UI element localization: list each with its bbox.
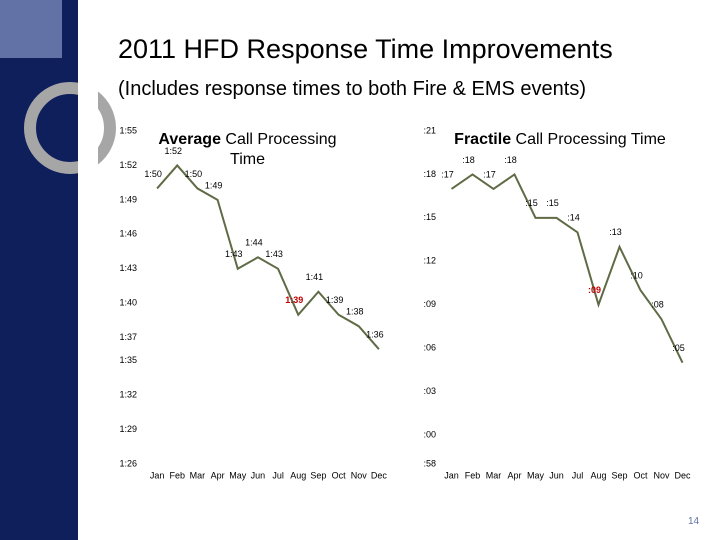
x-tick-label: May [527, 470, 545, 480]
value-label: 1:43 [265, 249, 283, 259]
x-tick-label: Nov [653, 470, 670, 480]
y-tick-label: :09 [423, 299, 436, 309]
y-tick-label: 1:26 [119, 458, 137, 468]
value-label: :09 [588, 285, 601, 295]
x-tick-label: Sep [310, 470, 326, 480]
value-label: 1:50 [185, 169, 203, 179]
x-tick-label: Jun [251, 470, 266, 480]
title-text: Call Processing Time [225, 131, 337, 168]
x-tick-label: Mar [486, 470, 502, 480]
title-emphasis: Average [158, 131, 221, 148]
x-tick-label: Jul [572, 470, 584, 480]
value-label: 1:52 [164, 146, 182, 156]
y-tick-label: 1:37 [119, 332, 137, 342]
y-tick-label: :15 [423, 212, 436, 222]
y-tick-label: :06 [423, 343, 436, 353]
value-label: 1:36 [366, 330, 384, 340]
value-label: 1:39 [326, 295, 344, 305]
y-tick-label: 1:35 [119, 355, 137, 365]
x-tick-label: Sep [611, 470, 627, 480]
x-tick-label: Oct [332, 470, 347, 480]
value-label: :13 [609, 227, 622, 237]
side-gap [78, 0, 98, 540]
x-tick-label: Apr [507, 470, 521, 480]
y-tick-label: :18 [423, 169, 436, 179]
value-label: :18 [462, 155, 475, 165]
chart-title: Average Call Processing Time [150, 130, 345, 170]
x-tick-label: Mar [190, 470, 206, 480]
y-tick-label: 1:32 [119, 389, 137, 399]
x-tick-label: Oct [633, 470, 648, 480]
y-tick-label: :12 [423, 256, 436, 266]
y-tick-label: 1:40 [119, 298, 137, 308]
title-text: Call Processing Time [515, 131, 666, 148]
title-emphasis: Fractile [454, 131, 512, 148]
value-label: 1:38 [346, 307, 364, 317]
x-tick-label: May [229, 470, 247, 480]
value-label: 1:43 [225, 249, 243, 259]
value-label: :17 [483, 169, 496, 179]
x-tick-label: Jun [549, 470, 564, 480]
value-label: :17 [441, 169, 454, 179]
value-label: :10 [630, 271, 643, 281]
slide-subtitle: (Includes response times to both Fire & … [118, 78, 586, 100]
side-bar [0, 0, 78, 540]
value-label: 1:50 [144, 169, 162, 179]
x-tick-label: Jan [150, 470, 165, 480]
value-label: :08 [651, 300, 664, 310]
x-tick-label: Feb [465, 470, 481, 480]
y-tick-label: :00 [423, 429, 436, 439]
y-tick-label: :58 [423, 458, 436, 468]
value-label: :05 [672, 343, 685, 353]
value-label: 1:41 [306, 272, 324, 282]
x-tick-label: Jul [272, 470, 284, 480]
x-tick-label: Aug [590, 470, 606, 480]
value-label: :15 [525, 198, 538, 208]
y-tick-label: 1:46 [119, 229, 137, 239]
value-label: 1:49 [205, 180, 223, 190]
y-tick-label: :21 [423, 125, 436, 135]
x-tick-label: Aug [290, 470, 306, 480]
decor-square [0, 0, 62, 58]
y-tick-label: :03 [423, 386, 436, 396]
page-number: 14 [688, 516, 700, 527]
chart-title: Fractile Call Processing Time [440, 130, 680, 150]
x-tick-label: Apr [211, 470, 225, 480]
value-label: 1:39 [285, 295, 303, 305]
slide-title: 2011 HFD Response Time Improvements [118, 34, 613, 64]
value-label: 1:44 [245, 238, 263, 248]
value-label: :15 [546, 198, 559, 208]
value-label: :14 [567, 213, 580, 223]
decor-ring [24, 82, 116, 174]
x-tick-label: Feb [169, 470, 185, 480]
y-tick-label: 1:43 [119, 263, 137, 273]
y-tick-label: 1:49 [119, 194, 137, 204]
x-tick-label: Dec [674, 470, 691, 480]
y-tick-label: 1:55 [119, 125, 137, 135]
value-label: :18 [504, 155, 517, 165]
series-line [450, 172, 684, 364]
series-line [156, 163, 380, 350]
y-tick-label: 1:29 [119, 424, 137, 434]
x-tick-label: Jan [444, 470, 459, 480]
x-tick-label: Dec [371, 470, 388, 480]
x-tick-label: Nov [351, 470, 368, 480]
y-tick-label: 1:52 [119, 160, 137, 170]
